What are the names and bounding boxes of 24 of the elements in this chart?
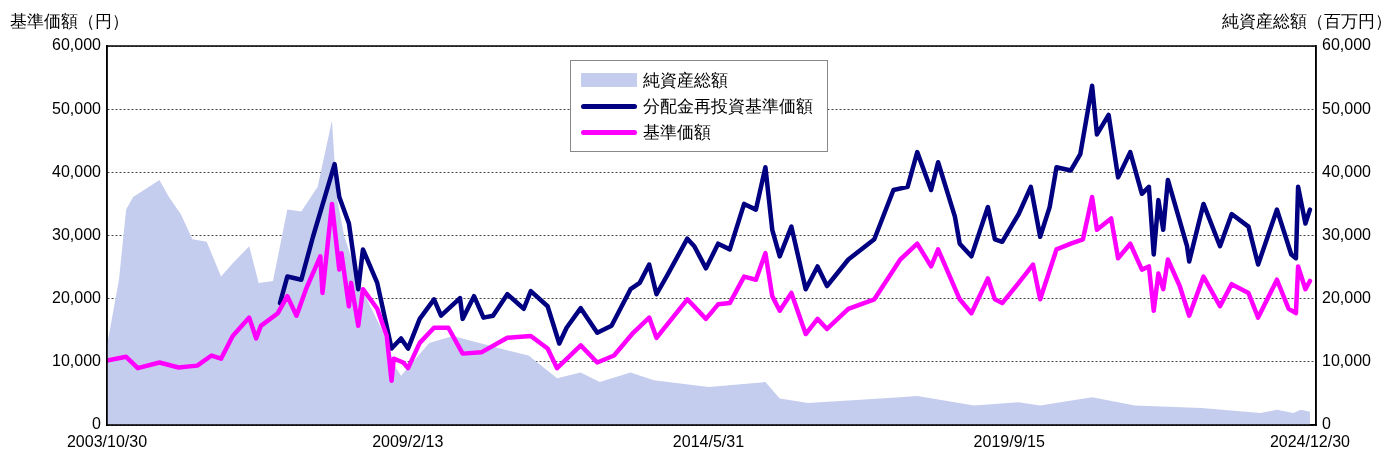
y-tick-label: 40,000 <box>52 162 102 180</box>
x-tick-label: 2024/12/30 <box>1269 433 1351 451</box>
x-tick-label: 2014/5/31 <box>672 433 745 451</box>
y2-tick-label: 30,000 <box>1322 225 1372 243</box>
y2-tick-label: 60,000 <box>1322 36 1372 54</box>
y-tick-label: 0 <box>92 415 102 433</box>
legend-label: 分配金再投資基準価額 <box>643 95 813 118</box>
legend-label: 基準価額 <box>643 121 711 144</box>
x-tick-label: 2003/10/30 <box>66 433 148 451</box>
y2-tick-label: 40,000 <box>1322 162 1372 180</box>
y2-tick-label: 20,000 <box>1322 289 1372 307</box>
y-tick-label: 30,000 <box>52 225 102 243</box>
x-tick-label: 2009/2/13 <box>372 433 444 451</box>
y-tick-label: 60,000 <box>52 36 102 54</box>
x-tick-label: 2019/9/15 <box>973 433 1045 451</box>
legend-label: 純資産総額 <box>643 69 728 92</box>
y2-tick-label: 0 <box>1322 415 1331 433</box>
y-axis-title: 基準価額（円） <box>10 11 129 33</box>
y2-axis-title: 純資産総額（百万円） <box>1222 11 1392 33</box>
y-tick-label: 50,000 <box>52 99 102 117</box>
y2-tick-label: 50,000 <box>1322 99 1372 117</box>
y-tick-label: 10,000 <box>52 352 102 370</box>
y-tick-label: 20,000 <box>52 289 102 307</box>
y2-tick-label: 10,000 <box>1322 352 1372 370</box>
